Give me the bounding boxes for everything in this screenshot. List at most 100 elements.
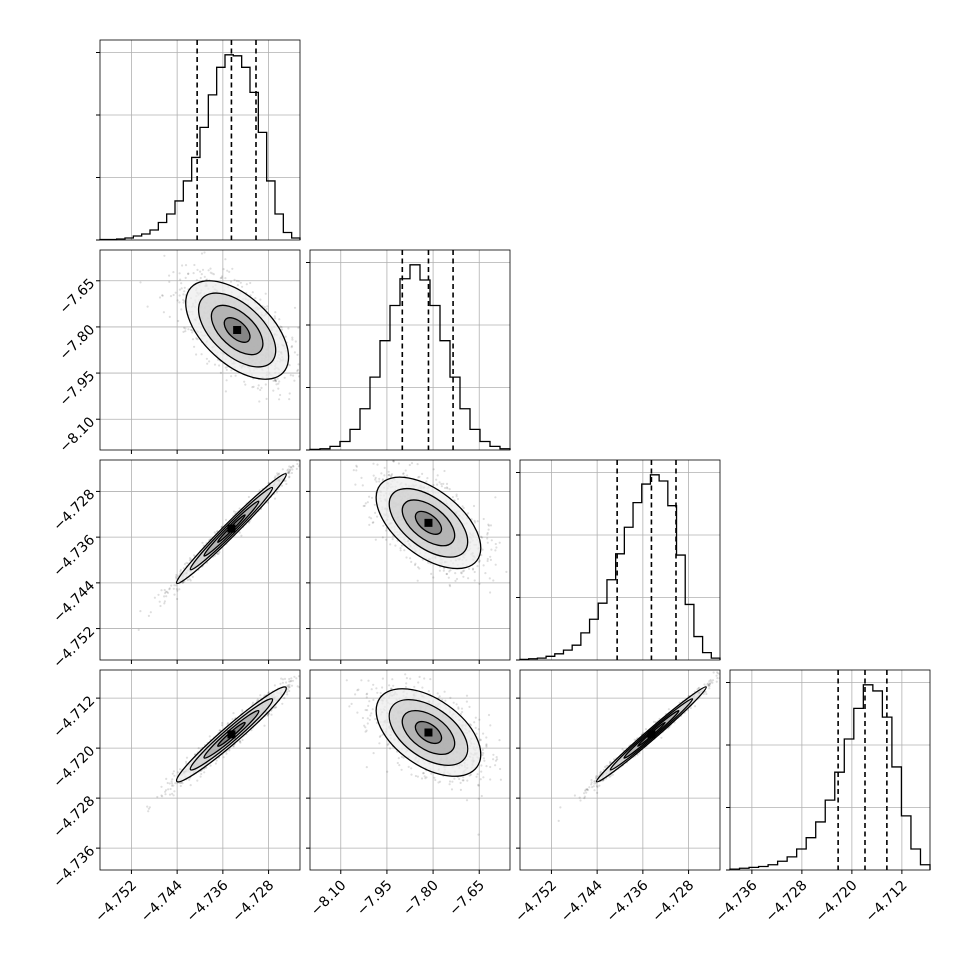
density: [352, 460, 508, 594]
sample-point: [186, 578, 189, 582]
sample-point: [293, 351, 296, 354]
sample-point: [201, 541, 204, 544]
sample-point: [182, 330, 185, 333]
sample-point: [278, 318, 281, 321]
sample-point: [274, 379, 278, 382]
sample-point: [307, 360, 309, 362]
sample-point: [183, 290, 186, 293]
sample-point: [188, 778, 191, 781]
sample-point: [232, 712, 235, 715]
sample-point: [161, 294, 164, 297]
sample-point: [178, 294, 181, 297]
sample-point: [394, 544, 397, 547]
sample-point: [402, 472, 405, 475]
sample-point: [280, 326, 283, 329]
sample-point: [222, 756, 225, 759]
contour-line: [375, 476, 482, 570]
sample-point: [484, 572, 487, 575]
sample-point: [178, 288, 181, 291]
histogram-steps: [519, 474, 721, 661]
sample-point: [219, 729, 222, 732]
sample-point: [191, 331, 194, 334]
sample-point: [392, 460, 395, 463]
contour-line: [185, 280, 290, 380]
sample-point: [239, 281, 242, 284]
sample-point: [274, 380, 277, 383]
sample-point: [196, 338, 199, 341]
histogram-panel-1: [306, 249, 511, 451]
sample-point: [285, 482, 288, 486]
sample-point: [391, 538, 394, 541]
sample-point: [299, 457, 301, 459]
sample-point: [287, 470, 290, 473]
sample-point: [172, 587, 175, 590]
sample-point: [364, 502, 367, 505]
sample-point: [445, 572, 449, 576]
sample-point: [137, 628, 140, 632]
sample-point: [436, 474, 439, 477]
sample-point: [321, 434, 323, 436]
sample-point: [278, 472, 281, 475]
sample-point: [376, 515, 379, 518]
sample-point: [178, 588, 181, 591]
sample-point: [218, 364, 221, 367]
density: [139, 251, 309, 403]
sample-point: [173, 774, 176, 777]
sample-point: [288, 686, 291, 689]
sample-point: [473, 570, 476, 574]
sample-point: [297, 363, 300, 366]
sample-point: [158, 600, 161, 603]
sample-point: [307, 447, 309, 449]
sample-point: [184, 264, 188, 267]
sample-point: [295, 467, 298, 470]
sample-point: [139, 610, 142, 613]
sample-point: [291, 338, 294, 341]
sample-point: [432, 468, 435, 471]
sample-point: [188, 559, 191, 562]
sample-point: [288, 677, 291, 681]
sample-point: [487, 524, 491, 527]
sample-point: [191, 575, 194, 579]
sample-point: [191, 338, 195, 341]
sample-point: [209, 271, 212, 274]
sample-point: [486, 541, 489, 544]
sample-point: [187, 328, 190, 331]
sample-point: [279, 325, 282, 328]
sample-point: [231, 718, 234, 721]
sample-point: [175, 573, 178, 577]
sample-point: [160, 589, 163, 592]
sample-point: [291, 464, 295, 467]
sample-point: [277, 473, 280, 476]
sample-point: [288, 469, 292, 472]
sample-point: [371, 521, 374, 524]
sample-point: [297, 456, 299, 458]
sample-point: [387, 474, 390, 477]
sample-point: [274, 317, 277, 320]
sample-point: [236, 284, 239, 287]
histogram-steps: [309, 264, 511, 451]
sample-point: [207, 269, 210, 272]
sample-point: [170, 780, 173, 783]
sample-point: [389, 543, 392, 546]
sample-point: [388, 473, 391, 476]
sample-point: [287, 471, 290, 474]
sample-point: [139, 281, 142, 284]
sample-point: [218, 551, 221, 554]
sample-point: [476, 565, 479, 568]
sample-point: [203, 251, 206, 254]
sample-point: [416, 579, 419, 582]
sample-point: [278, 380, 281, 383]
sample-point: [258, 400, 261, 403]
sample-point: [448, 585, 452, 588]
sample-point: [272, 389, 275, 392]
sample-point: [163, 588, 166, 592]
sample-point: [374, 476, 377, 479]
sample-point: [265, 397, 268, 400]
histogram-steps: [729, 684, 931, 870]
sample-point: [195, 278, 198, 282]
sample-point: [436, 483, 439, 486]
sample-point: [494, 496, 497, 499]
sample-point: [158, 296, 162, 299]
sample-point: [482, 517, 485, 521]
sample-point: [251, 701, 255, 704]
